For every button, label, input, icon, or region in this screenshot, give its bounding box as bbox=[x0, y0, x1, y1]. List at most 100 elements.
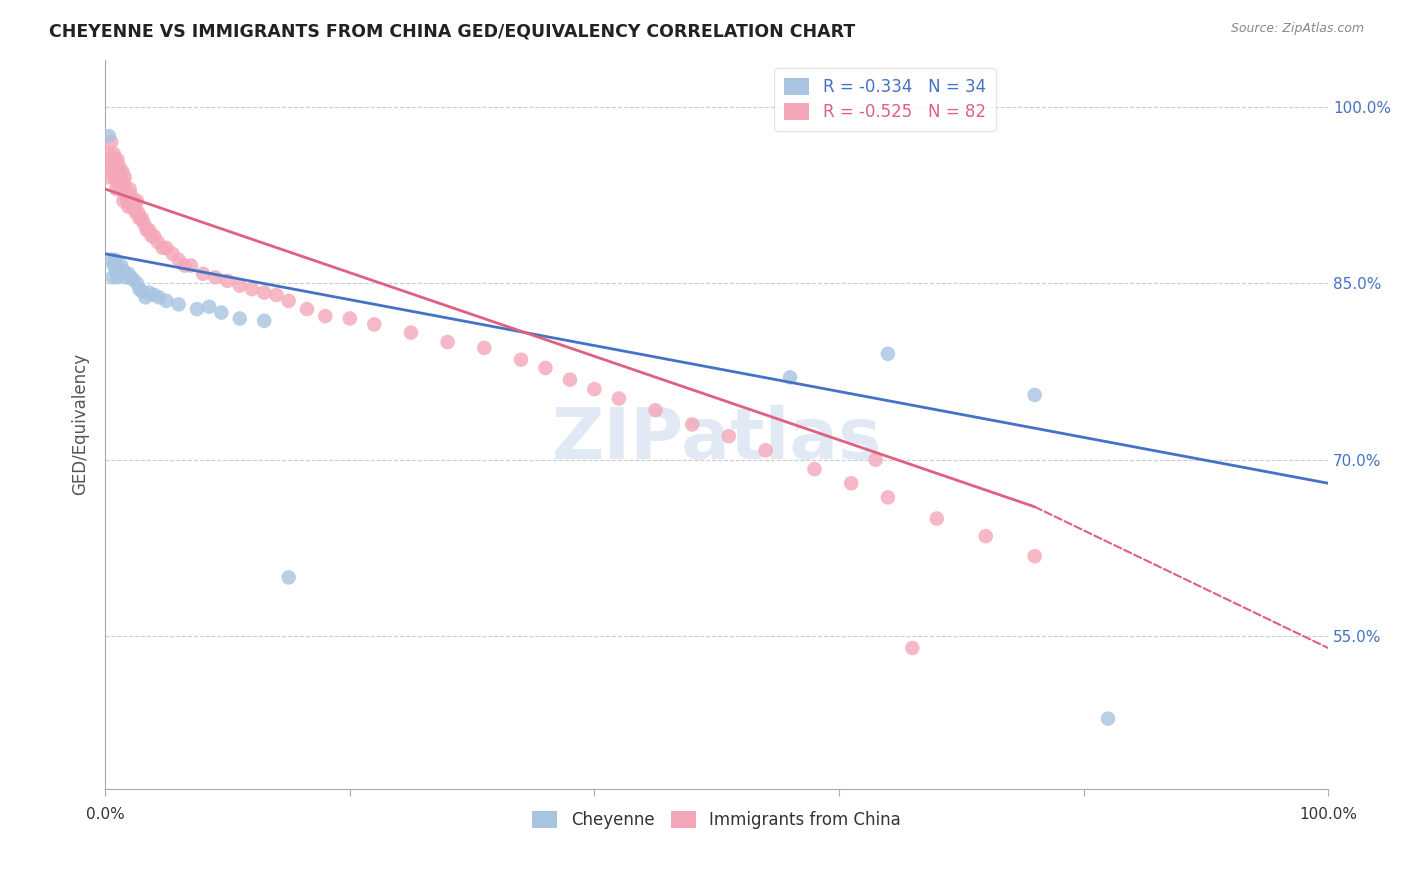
Y-axis label: GED/Equivalency: GED/Equivalency bbox=[72, 353, 89, 495]
Point bbox=[131, 285, 153, 299]
Point bbox=[97, 170, 120, 185]
Point bbox=[363, 318, 385, 332]
Point bbox=[97, 129, 120, 144]
Point bbox=[111, 164, 134, 178]
Point bbox=[901, 640, 924, 655]
Point bbox=[128, 282, 150, 296]
Point bbox=[607, 392, 630, 406]
Point bbox=[105, 182, 128, 196]
Point bbox=[107, 176, 129, 190]
Point bbox=[125, 205, 148, 219]
Point bbox=[755, 443, 778, 458]
Point bbox=[240, 282, 263, 296]
Point bbox=[98, 159, 121, 173]
Point bbox=[876, 347, 898, 361]
Point bbox=[191, 267, 214, 281]
Point bbox=[110, 170, 132, 185]
Point bbox=[681, 417, 703, 432]
Point bbox=[180, 259, 202, 273]
Point bbox=[112, 176, 135, 190]
Point bbox=[173, 259, 195, 273]
Point bbox=[122, 273, 145, 287]
Point bbox=[103, 159, 125, 173]
Point bbox=[295, 302, 318, 317]
Point bbox=[167, 252, 190, 267]
Point bbox=[127, 205, 149, 219]
Point bbox=[277, 570, 299, 584]
Point bbox=[876, 491, 898, 505]
Point bbox=[148, 290, 170, 304]
Point bbox=[162, 246, 184, 260]
Point bbox=[155, 241, 177, 255]
Point bbox=[121, 200, 143, 214]
Point bbox=[115, 188, 138, 202]
Point bbox=[229, 278, 252, 293]
Point bbox=[558, 373, 581, 387]
Point bbox=[107, 153, 129, 167]
Point bbox=[925, 511, 948, 525]
Point bbox=[110, 182, 132, 196]
Point bbox=[112, 264, 135, 278]
Point bbox=[436, 334, 458, 349]
Point bbox=[97, 146, 120, 161]
Point bbox=[314, 309, 336, 323]
Point bbox=[253, 314, 276, 328]
Point bbox=[107, 270, 129, 285]
Text: 100.0%: 100.0% bbox=[1299, 807, 1357, 822]
Point bbox=[103, 259, 125, 273]
Point bbox=[105, 164, 128, 178]
Point bbox=[217, 274, 239, 288]
Point bbox=[134, 218, 156, 232]
Point bbox=[105, 264, 128, 278]
Point bbox=[1024, 388, 1046, 402]
Point bbox=[131, 211, 153, 226]
Point bbox=[108, 176, 131, 190]
Point bbox=[107, 159, 129, 173]
Point bbox=[118, 182, 141, 196]
Point bbox=[143, 288, 166, 302]
Point bbox=[128, 211, 150, 226]
Point bbox=[120, 270, 142, 285]
Point bbox=[122, 194, 145, 208]
Point bbox=[108, 267, 131, 281]
Point bbox=[135, 290, 157, 304]
Point bbox=[104, 252, 127, 267]
Point bbox=[198, 300, 221, 314]
Point bbox=[117, 267, 139, 281]
Point bbox=[472, 341, 495, 355]
Point bbox=[112, 194, 135, 208]
Text: Source: ZipAtlas.com: Source: ZipAtlas.com bbox=[1230, 22, 1364, 36]
Point bbox=[135, 223, 157, 237]
Point bbox=[277, 293, 299, 308]
Point bbox=[117, 200, 139, 214]
Point bbox=[100, 252, 122, 267]
Point bbox=[644, 403, 666, 417]
Point bbox=[101, 153, 124, 167]
Point bbox=[114, 170, 136, 185]
Point bbox=[107, 170, 129, 185]
Point bbox=[101, 164, 124, 178]
Point bbox=[141, 229, 163, 244]
Point bbox=[865, 452, 887, 467]
Point bbox=[186, 302, 208, 317]
Point bbox=[125, 194, 148, 208]
Point bbox=[138, 223, 160, 237]
Point bbox=[110, 259, 132, 273]
Point bbox=[974, 529, 997, 543]
Point bbox=[803, 462, 825, 476]
Point bbox=[229, 311, 252, 326]
Point bbox=[120, 188, 142, 202]
Point bbox=[510, 352, 533, 367]
Point bbox=[399, 326, 422, 340]
Point bbox=[266, 288, 288, 302]
Point bbox=[115, 194, 138, 208]
Point bbox=[253, 285, 276, 300]
Point bbox=[1097, 712, 1119, 726]
Point bbox=[534, 360, 557, 375]
Point bbox=[143, 229, 166, 244]
Point bbox=[104, 170, 127, 185]
Point bbox=[107, 262, 129, 277]
Point bbox=[114, 182, 136, 196]
Point bbox=[108, 164, 131, 178]
Text: 0.0%: 0.0% bbox=[86, 807, 125, 822]
